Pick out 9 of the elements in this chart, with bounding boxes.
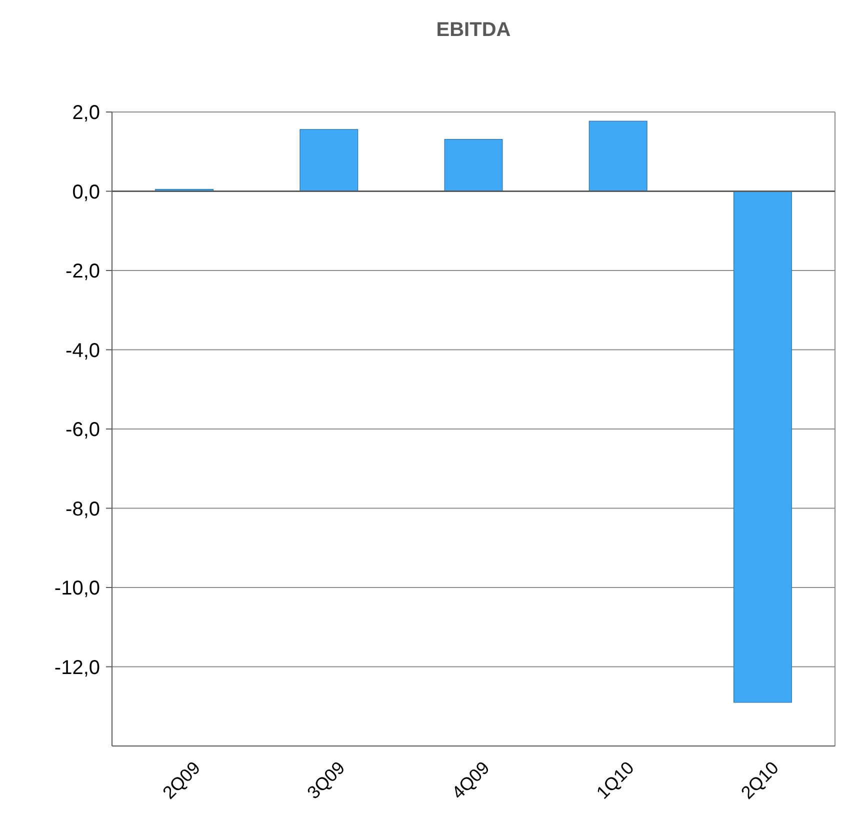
y-tick-label: -2,0 [66, 260, 100, 282]
y-tick-label: -10,0 [54, 578, 100, 600]
y-tick-label: -6,0 [66, 419, 100, 441]
y-tick-label: -4,0 [66, 340, 100, 362]
chart-title: EBITDA [436, 19, 511, 41]
y-tick-label: -8,0 [66, 498, 100, 520]
y-tick-label: -12,0 [54, 656, 100, 679]
y-tick-label: 0,0 [72, 181, 100, 204]
y-tick-label: 2,0 [72, 102, 100, 124]
